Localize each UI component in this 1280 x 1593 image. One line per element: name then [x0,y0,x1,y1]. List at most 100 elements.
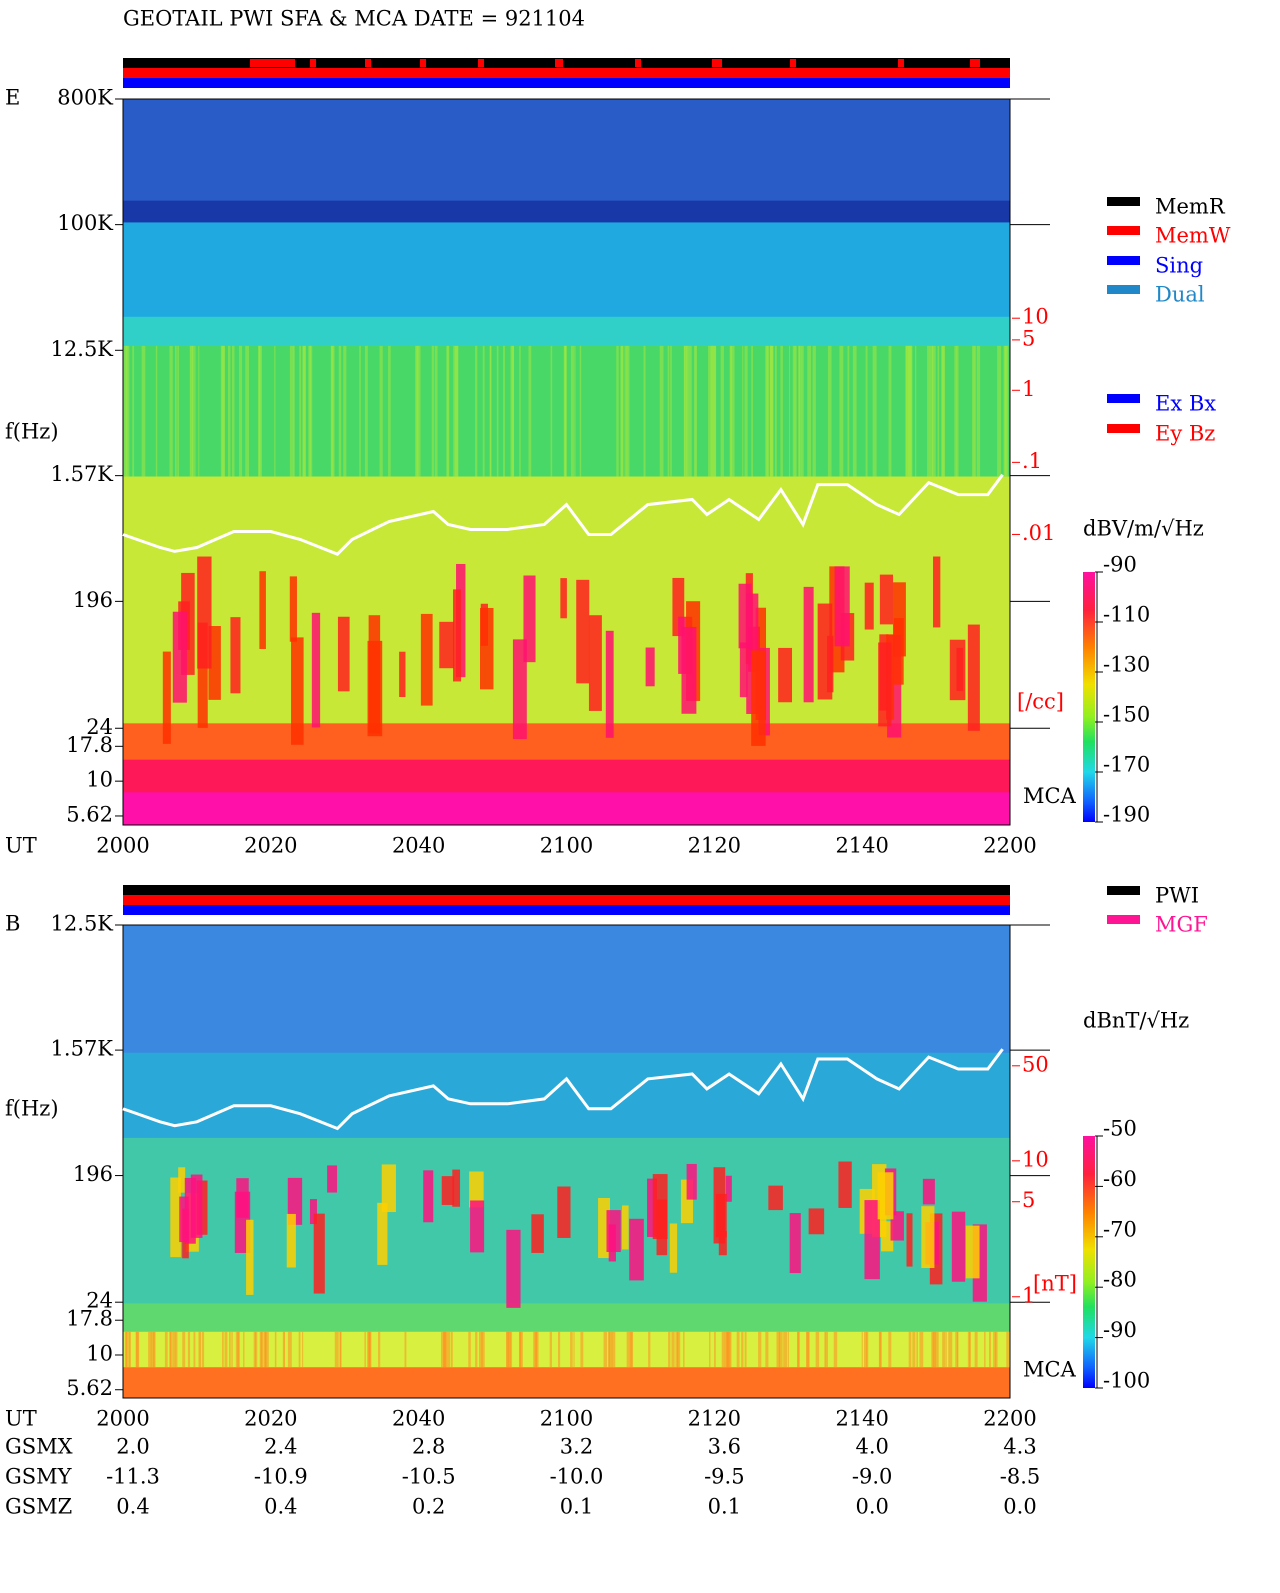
spectrogram-patch [629,1218,644,1281]
spectrogram-streak [222,1331,224,1368]
spectrogram-band [123,925,1010,1054]
spectrogram-streak [201,1331,205,1368]
spectrogram-streak [174,345,177,477]
y-tick-label: 100K [57,211,113,235]
orbit-value: -10.5 [402,1465,456,1489]
x-tick-label: 2000 [96,1407,149,1431]
spectrogram-patch [921,1206,935,1269]
colorbar-tick-label: -90 [1103,553,1137,577]
spectrogram-streak [128,1331,131,1368]
spectrogram-band [123,200,1010,223]
spectrogram-patch [576,579,590,684]
spectrogram-streak [758,1331,762,1368]
spectrogram-streak [720,345,724,477]
spectrogram-patch [808,1208,825,1235]
spectrogram-band [123,723,1010,761]
spectrogram-streak [282,1331,285,1368]
spectrogram-streak [302,1331,304,1368]
spectrogram-patch [197,622,208,728]
spectrogram-streak [381,345,383,477]
legend-swatch [1107,256,1140,265]
spectrogram-band [123,316,1010,347]
y-axis-label: f(Hz) [5,1097,59,1121]
orbit-value: 2.0 [116,1435,149,1459]
spectrogram-patch [287,1177,303,1225]
orbit-value: 0.0 [1003,1495,1036,1519]
spectrogram-streak [1006,345,1009,477]
orbit-value: 2.8 [412,1435,445,1459]
x-tick-label: 2000 [96,834,149,858]
legend-swatch [1107,197,1140,206]
spectrogram-streak [993,1331,997,1368]
spectrogram-streak [496,345,499,477]
y-tick-label: 1.57K [51,462,114,486]
spectrogram-streak [974,1331,978,1368]
x-tick-label: 2100 [540,834,593,858]
spectrogram-streak [919,1331,924,1368]
spectrogram-streak [450,1331,453,1368]
spectrogram-patch [686,1163,697,1200]
x-tick-label: 2100 [540,1407,593,1431]
spectrogram-streak [676,1331,681,1368]
spectrogram-patch [399,651,406,698]
spectrogram-streak [164,1331,168,1368]
orbit-value: 4.3 [1003,1435,1036,1459]
spectrogram-patch [608,1224,616,1262]
spectrogram-patch [337,616,350,692]
spectrogram-streak [941,345,945,477]
spectrogram-streak [955,1331,959,1368]
y-tick-label: 196 [73,588,113,612]
y-tick-label: 17.8 [66,1307,113,1331]
spectrogram-streak [878,1331,882,1368]
spectrogram-streak [482,345,485,477]
spectrogram-streak [765,345,769,477]
spectrogram-streak [621,345,624,477]
x-tick-label: 2020 [244,1407,297,1431]
y2-tick-label: .1 [1022,449,1042,473]
status-bar [123,895,1010,905]
spectrogram-streak [695,345,697,477]
plot-frame [122,924,1011,1399]
colorbar-tick-label: -70 [1103,1217,1137,1241]
spectrogram-streak [847,345,850,477]
spectrogram-streak [454,345,459,477]
spectrogram-streak [258,345,262,477]
status-mark [310,59,316,67]
spectrogram-streak [434,345,438,477]
colorbar-tick-label: -60 [1103,1167,1137,1191]
spectrogram-patch [172,611,187,703]
status-mark [790,59,796,67]
spectrogram-patch [864,1200,880,1280]
spectrogram-streak [189,345,194,477]
spectrogram-streak [736,1331,740,1368]
spectrogram-patch [645,647,655,687]
x-tick-label: 2020 [244,834,297,858]
spectrogram-patch [439,621,455,669]
spectrogram-streak [174,1331,178,1368]
panel-label: B [5,912,20,936]
spectrogram-patch [893,618,904,685]
colorbar-tick-label: -50 [1103,1117,1137,1141]
orbit-value: 0.2 [412,1495,445,1519]
spectrogram-patch [933,556,941,628]
colorbar [1083,1136,1095,1388]
spectrogram-streak [670,345,672,477]
spectrogram-streak [563,345,567,477]
spectrogram-streak [224,1331,228,1368]
spectrogram-streak [797,1331,800,1368]
spectrogram-streak [368,1331,372,1368]
spectrogram-patch [190,1174,203,1238]
spectrogram-streak [683,1331,685,1368]
legend-label: Sing [1155,254,1203,278]
x-tick-label: 2040 [392,834,445,858]
spectrogram-streak [274,1331,277,1368]
spectrogram-streak [616,345,619,477]
spectrogram-patch [236,1178,249,1218]
spectrogram-streak [198,345,200,477]
spectrogram-patch [327,1165,338,1193]
spectrogram-streak [912,1331,916,1368]
spectrogram-streak [909,345,913,477]
spectrogram-patch [922,1178,935,1205]
spectrogram-streak [126,345,128,477]
spectrogram-streak [626,345,630,477]
